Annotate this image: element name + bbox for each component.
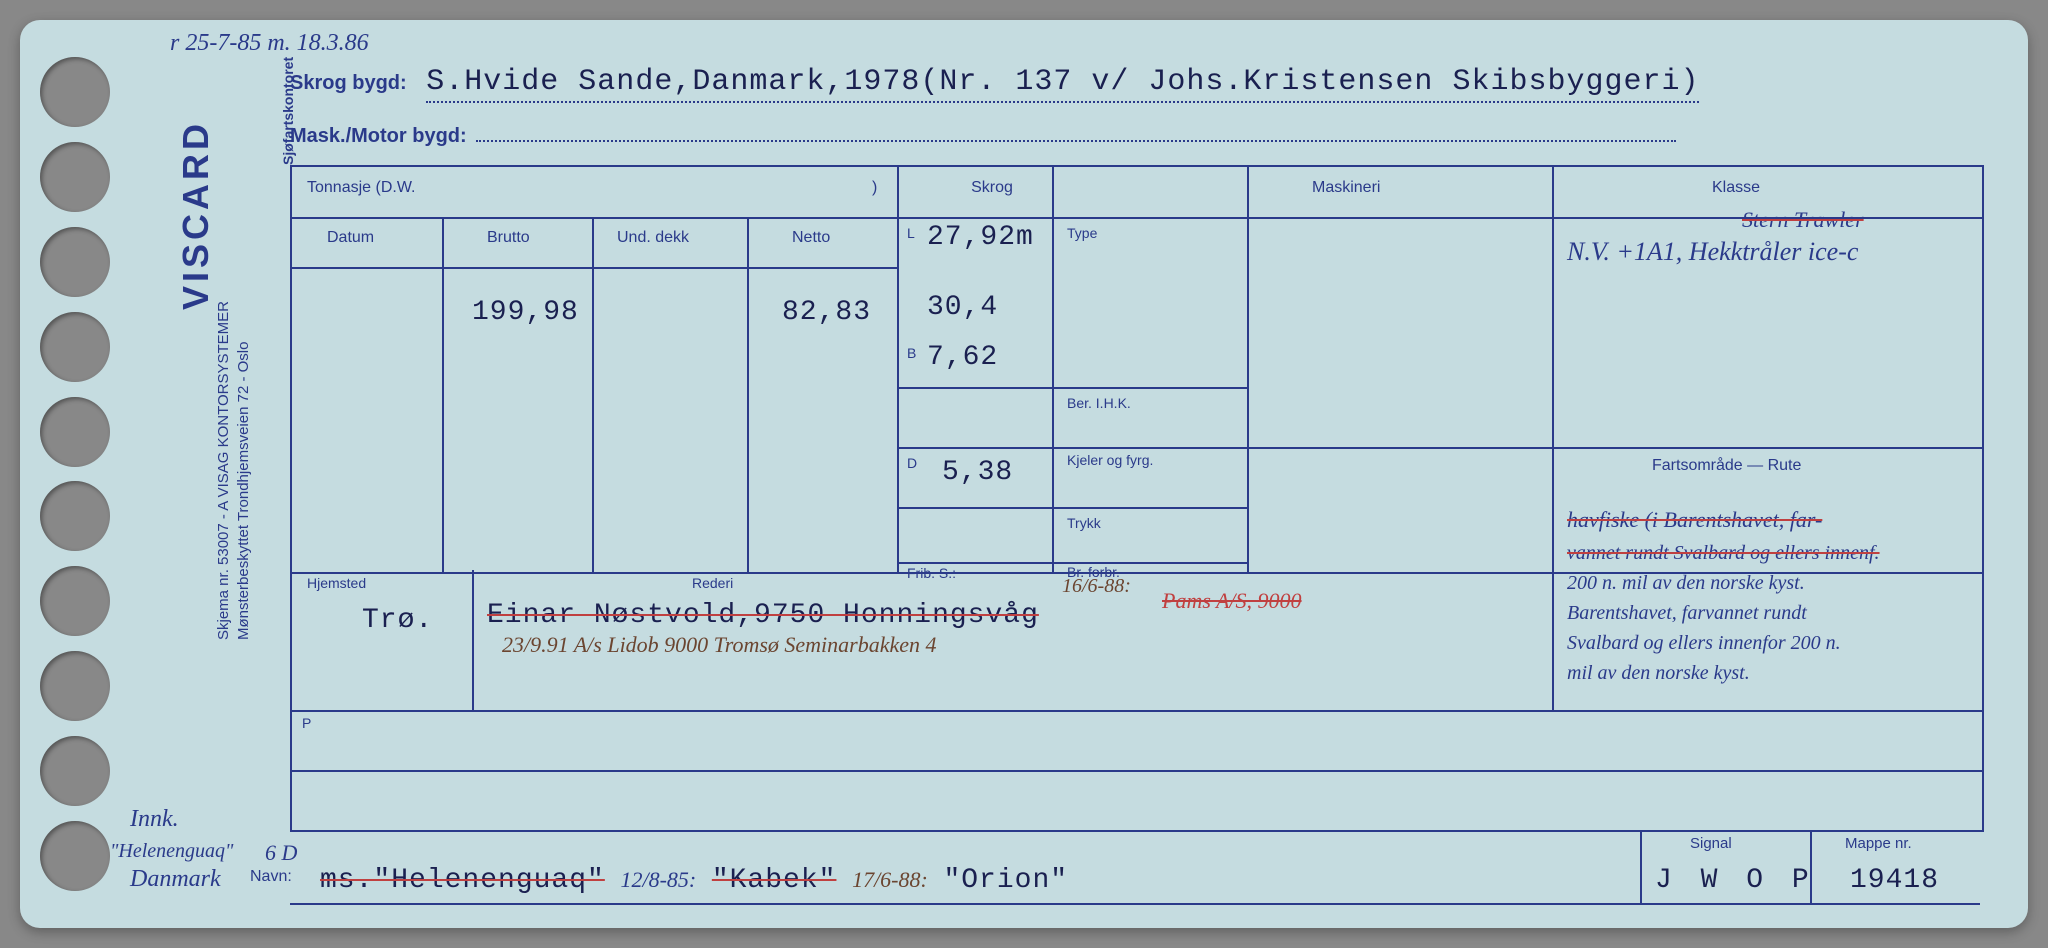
farts-hand5: Svalbard og ellers innenfor 200 n. — [1567, 632, 1841, 655]
hole — [40, 736, 110, 806]
hole — [40, 57, 110, 127]
main-table: Tonnasje (D.W. ) Skrog Maskineri Klasse … — [290, 165, 1984, 574]
netto-label: Netto — [792, 229, 830, 247]
hand-note-helenenguaq: "Helenenguaq" — [110, 840, 233, 863]
hole — [40, 397, 110, 467]
navn-value1: ms."Helenenguaq" — [320, 865, 605, 896]
farts-hand3: 200 n. mil av den norske kyst. — [1567, 572, 1805, 595]
mappe-value: 19418 — [1850, 865, 1939, 896]
skrog-bygd-label: Skrog bygd: — [290, 72, 407, 94]
navn-label: Navn: — [250, 868, 292, 886]
punch-holes — [40, 20, 130, 928]
hjemsted-label: Hjemsted — [307, 575, 366, 591]
brutto-label: Brutto — [487, 229, 530, 247]
d-label: D — [907, 455, 917, 471]
hole — [40, 821, 110, 891]
trykk-label: Trykk — [1067, 515, 1101, 531]
klasse-hand: Stern Trawler — [1742, 207, 1864, 233]
ber-label: Ber. I.H.K. — [1067, 395, 1131, 411]
rederi-value: Einar Nøstvold,9750 Honningsvåg — [487, 600, 1039, 631]
l-label: L — [907, 225, 915, 241]
farts-hand1: havfiske (i Barentshavet, far- — [1567, 507, 1822, 533]
navn-value2: "Kabek" — [712, 865, 837, 896]
kjeler-label: Kjeler og fyrg. — [1067, 453, 1153, 468]
main-content: r 25-7-85 m. 18.3.86 Skrog bygd: S.Hvide… — [290, 40, 1988, 908]
l-value: 27,92m — [927, 222, 1034, 253]
signal-value: J W O P — [1655, 865, 1815, 896]
viscard-sub: Skjema nr. 53007 - A VISAG KONTORSYSTEME… — [215, 301, 232, 640]
und-dekk-label: Und. dekk — [617, 229, 689, 247]
rederi-hand-red: Pams A/S, 9000 — [1162, 588, 1302, 614]
tonnasje-label: Tonnasje (D.W. — [307, 179, 415, 197]
p-label: P — [302, 715, 311, 731]
b-value: 7,62 — [927, 342, 998, 373]
rederi-date-hand: 16/6-88: — [1062, 575, 1131, 598]
hole — [40, 227, 110, 297]
navn-date2: 17/6-88: — [852, 867, 928, 892]
hole — [40, 481, 110, 551]
klasse-label: Klasse — [1712, 179, 1760, 197]
maskineri-label: Maskineri — [1312, 179, 1380, 197]
hole — [40, 312, 110, 382]
index-card: VISCARD Skjema nr. 53007 - A VISAG KONTO… — [20, 20, 2028, 928]
type-label: Type — [1067, 225, 1097, 241]
signal-label: Signal — [1690, 835, 1732, 852]
farts-label: Fartsområde — Rute — [1652, 457, 1801, 475]
klasse-value: N.V. +1A1, Hekktråler ice-c — [1567, 237, 1858, 267]
hand-note-danmark: Danmark — [130, 866, 221, 893]
mask-motor-label: Mask./Motor bygd: — [290, 125, 467, 147]
hand-note-innk: Innk. — [130, 806, 179, 833]
b-label: B — [907, 345, 916, 361]
skrog-bygd-value: S.Hvide Sande,Danmark,1978(Nr. 137 v/ Jo… — [426, 65, 1699, 103]
datum-label: Datum — [327, 229, 374, 247]
hole — [40, 651, 110, 721]
farts-hand4: Barentshavet, farvannet rundt — [1567, 602, 1807, 625]
rederi-label: Rederi — [692, 575, 733, 591]
viscard-logo: VISCARD — [175, 120, 217, 310]
l2-value: 30,4 — [927, 292, 998, 323]
navn-hand-6d: 6 D — [265, 840, 297, 866]
farts-hand2: vannet rundt Svalbard og ellers innenf. — [1567, 542, 1880, 565]
farts-hand6: mil av den norske kyst. — [1567, 662, 1750, 685]
netto-value: 82,83 — [782, 297, 871, 328]
skrog-col-label: Skrog — [942, 179, 1042, 197]
navn-date1: 12/8-85: — [620, 867, 696, 892]
hjemsted-value: Trø. — [362, 605, 433, 636]
mappe-label: Mappe nr. — [1845, 835, 1912, 852]
brutto-value: 199,98 — [472, 297, 579, 328]
viscard-sub2: Mønsterbeskyttet Trondhjemsveien 72 - Os… — [235, 342, 252, 640]
hole — [40, 142, 110, 212]
handwritten-top: r 25-7-85 m. 18.3.86 — [170, 30, 369, 57]
hole — [40, 566, 110, 636]
rederi-hand2: 23/9.91 A/s Lidob 9000 Tromsø Seminarbak… — [502, 632, 937, 658]
mask-motor-value — [476, 120, 1676, 142]
d-value: 5,38 — [942, 457, 1013, 488]
tonnasje-close: ) — [872, 179, 877, 197]
navn-value3: "Orion" — [943, 865, 1068, 896]
